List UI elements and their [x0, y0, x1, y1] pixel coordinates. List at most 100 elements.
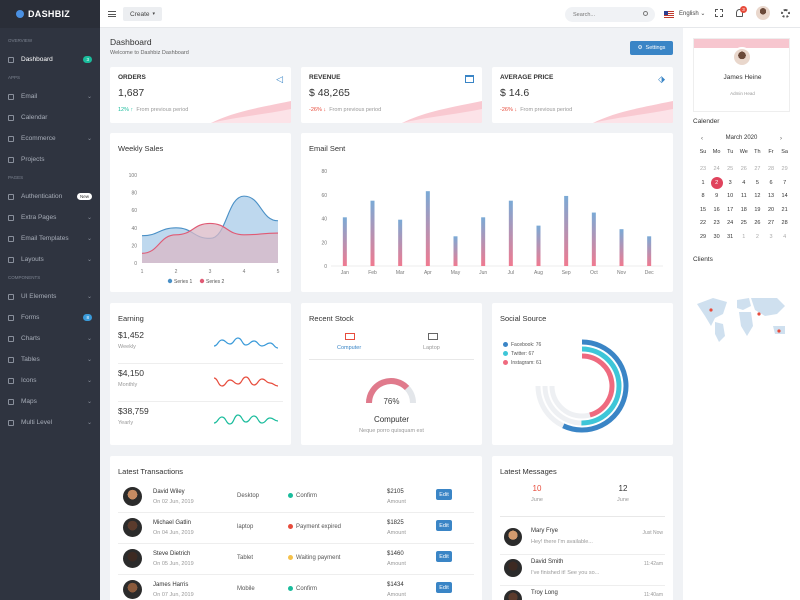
create-dropdown[interactable]: Create ▾ [123, 7, 163, 21]
calendar-day-selected[interactable]: 2 [710, 176, 723, 189]
message-item[interactable]: Mary Frye Hey! there I'm available... Ju… [500, 525, 665, 555]
calendar-day[interactable]: 7 [783, 179, 787, 186]
y-tick-label: 20 [321, 240, 327, 246]
calendar-day[interactable]: 14 [781, 193, 788, 200]
calendar-day[interactable]: 18 [740, 206, 747, 213]
tab-laptop[interactable]: Laptop [423, 345, 440, 351]
bell-icon[interactable] [736, 9, 743, 17]
x-tick-label: Mar [396, 270, 405, 276]
calendar-day[interactable]: 26 [740, 166, 747, 172]
sidebar-item-ecommerce[interactable]: Ecommerce ⌄ [0, 128, 100, 149]
message-item[interactable]: David Smith I've finished it! See you so… [500, 556, 665, 586]
calendar-day[interactable]: 30 [713, 234, 720, 240]
tab-computer[interactable]: Computer [337, 345, 362, 351]
calendar-day[interactable]: 3 [769, 234, 773, 240]
calendar-day[interactable]: 20 [767, 206, 775, 213]
sidebar-item-projects[interactable]: Projects [0, 149, 100, 170]
calendar-day[interactable]: 16 [713, 206, 720, 213]
calendar-day[interactable]: 31 [727, 234, 734, 240]
calendar-day[interactable]: 4 [742, 179, 746, 186]
calendar-day[interactable]: 29 [781, 166, 788, 172]
settings-button[interactable]: ⚙ Settings [630, 41, 673, 55]
chevron-down-icon: ⌄ [86, 336, 92, 342]
sidebar-item-email-templates[interactable]: Email Templates ⌄ [0, 228, 100, 249]
calendar-day[interactable]: 11 [740, 193, 747, 200]
calendar-day[interactable]: 21 [781, 206, 788, 213]
calendar-day[interactable]: 23 [699, 166, 707, 172]
calendar-day[interactable]: 17 [727, 206, 734, 213]
edit-button[interactable]: Edit [436, 520, 452, 531]
tab-june-10[interactable]: 10 June [492, 484, 582, 503]
sidebar-item-extra-pages[interactable]: Extra Pages ⌄ [0, 207, 100, 228]
edit-button[interactable]: Edit [436, 582, 452, 593]
y-tick-label: 80 [321, 169, 327, 175]
sidebar-item-multi-level[interactable]: Multi Level ⌄ [0, 412, 100, 433]
language-selector[interactable]: English ⌄ [679, 10, 705, 17]
calendar-day[interactable]: 15 [699, 206, 707, 213]
profile-role: Admin Head [730, 91, 755, 96]
calendar-day[interactable]: 28 [767, 166, 775, 172]
chart-icon [8, 335, 14, 342]
sidebar-item-label: Icons [21, 377, 37, 384]
menu-toggle-icon[interactable] [108, 11, 116, 17]
edit-button[interactable]: Edit [436, 489, 452, 500]
stock-gauge [366, 378, 416, 404]
y-tick-label: 0 [324, 264, 327, 270]
calendar-day[interactable]: 4 [783, 234, 787, 240]
user-avatar[interactable] [756, 6, 770, 20]
message-item[interactable]: Troy Long 11:40am [500, 587, 665, 600]
calendar-day[interactable]: 3 [728, 179, 732, 186]
calendar-day[interactable]: 13 [767, 193, 775, 200]
calendar-day[interactable]: 24 [727, 220, 734, 227]
sidebar-item-label: Projects [21, 156, 45, 163]
calendar-day[interactable]: 25 [727, 166, 734, 172]
tab-june-12[interactable]: 12 June [582, 484, 664, 503]
avatar [123, 580, 142, 599]
sidebar-item-email[interactable]: Email ⌄ [0, 86, 100, 107]
calendar-day[interactable]: 5 [755, 179, 759, 186]
search-box[interactable] [565, 7, 655, 22]
status-dot [288, 586, 293, 591]
calendar-day[interactable]: 8 [701, 193, 705, 200]
calendar-day[interactable]: 6 [769, 179, 773, 186]
x-tick-label: Dec [645, 270, 654, 276]
sidebar-item-dashboard[interactable]: Dashboard 3 [0, 49, 100, 70]
gear-icon[interactable] [781, 9, 790, 18]
calendar-day[interactable]: 12 [754, 193, 761, 200]
sidebar-item-tables[interactable]: Tables ⌄ [0, 349, 100, 370]
calendar-day[interactable]: 26 [754, 220, 761, 227]
calendar-prev-icon[interactable]: ‹ [701, 136, 703, 142]
sidebar-item-ui-elements[interactable]: UI Elements ⌄ [0, 286, 100, 307]
sidebar-item-charts[interactable]: Charts ⌄ [0, 328, 100, 349]
sidebar-item-layouts[interactable]: Layouts ⌄ [0, 249, 100, 270]
calendar-day[interactable]: 27 [767, 220, 775, 227]
calendar-day[interactable]: 29 [699, 234, 707, 240]
calendar-day[interactable]: 1 [742, 234, 746, 240]
status: Payment expired [288, 524, 341, 530]
calendar-day[interactable]: 25 [740, 220, 747, 227]
fullscreen-icon[interactable] [715, 9, 723, 17]
sender-name: David Smith [531, 559, 564, 565]
sidebar-item-authentication[interactable]: Authentication New [0, 186, 100, 207]
series-line [141, 222, 279, 254]
calendar-next-icon[interactable]: › [780, 136, 782, 142]
calendar-day[interactable]: 28 [781, 220, 788, 227]
calendar-day[interactable]: 1 [701, 179, 705, 186]
calendar-day[interactable]: 9 [715, 193, 719, 200]
calendar-day[interactable]: 10 [727, 193, 734, 200]
calendar-day[interactable]: 22 [699, 220, 707, 227]
sidebar-item-forms[interactable]: Forms 8 [0, 307, 100, 328]
table-row: Steve Dietrich On 05 Jun, 2019 Tablet Wa… [118, 545, 474, 575]
calendar-day[interactable]: 27 [754, 166, 761, 172]
brand-logo[interactable]: DASHBIZ [0, 0, 100, 28]
edit-button[interactable]: Edit [436, 551, 452, 562]
sidebar-item-icons[interactable]: Icons ⌄ [0, 370, 100, 391]
sidebar-item-calendar[interactable]: Calendar [0, 107, 100, 128]
search-input[interactable] [565, 7, 635, 22]
calendar-day[interactable]: 24 [713, 166, 720, 172]
calendar-day[interactable]: 19 [754, 206, 761, 213]
x-tick-label: Aug [534, 270, 543, 276]
calendar-day[interactable]: 23 [713, 220, 720, 227]
calendar-day[interactable]: 2 [755, 234, 759, 240]
sidebar-item-maps[interactable]: Maps ⌄ [0, 391, 100, 412]
